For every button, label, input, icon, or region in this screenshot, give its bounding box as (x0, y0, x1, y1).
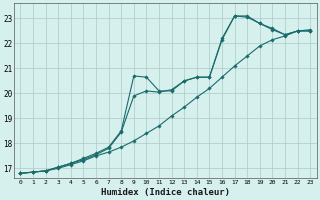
X-axis label: Humidex (Indice chaleur): Humidex (Indice chaleur) (101, 188, 230, 197)
